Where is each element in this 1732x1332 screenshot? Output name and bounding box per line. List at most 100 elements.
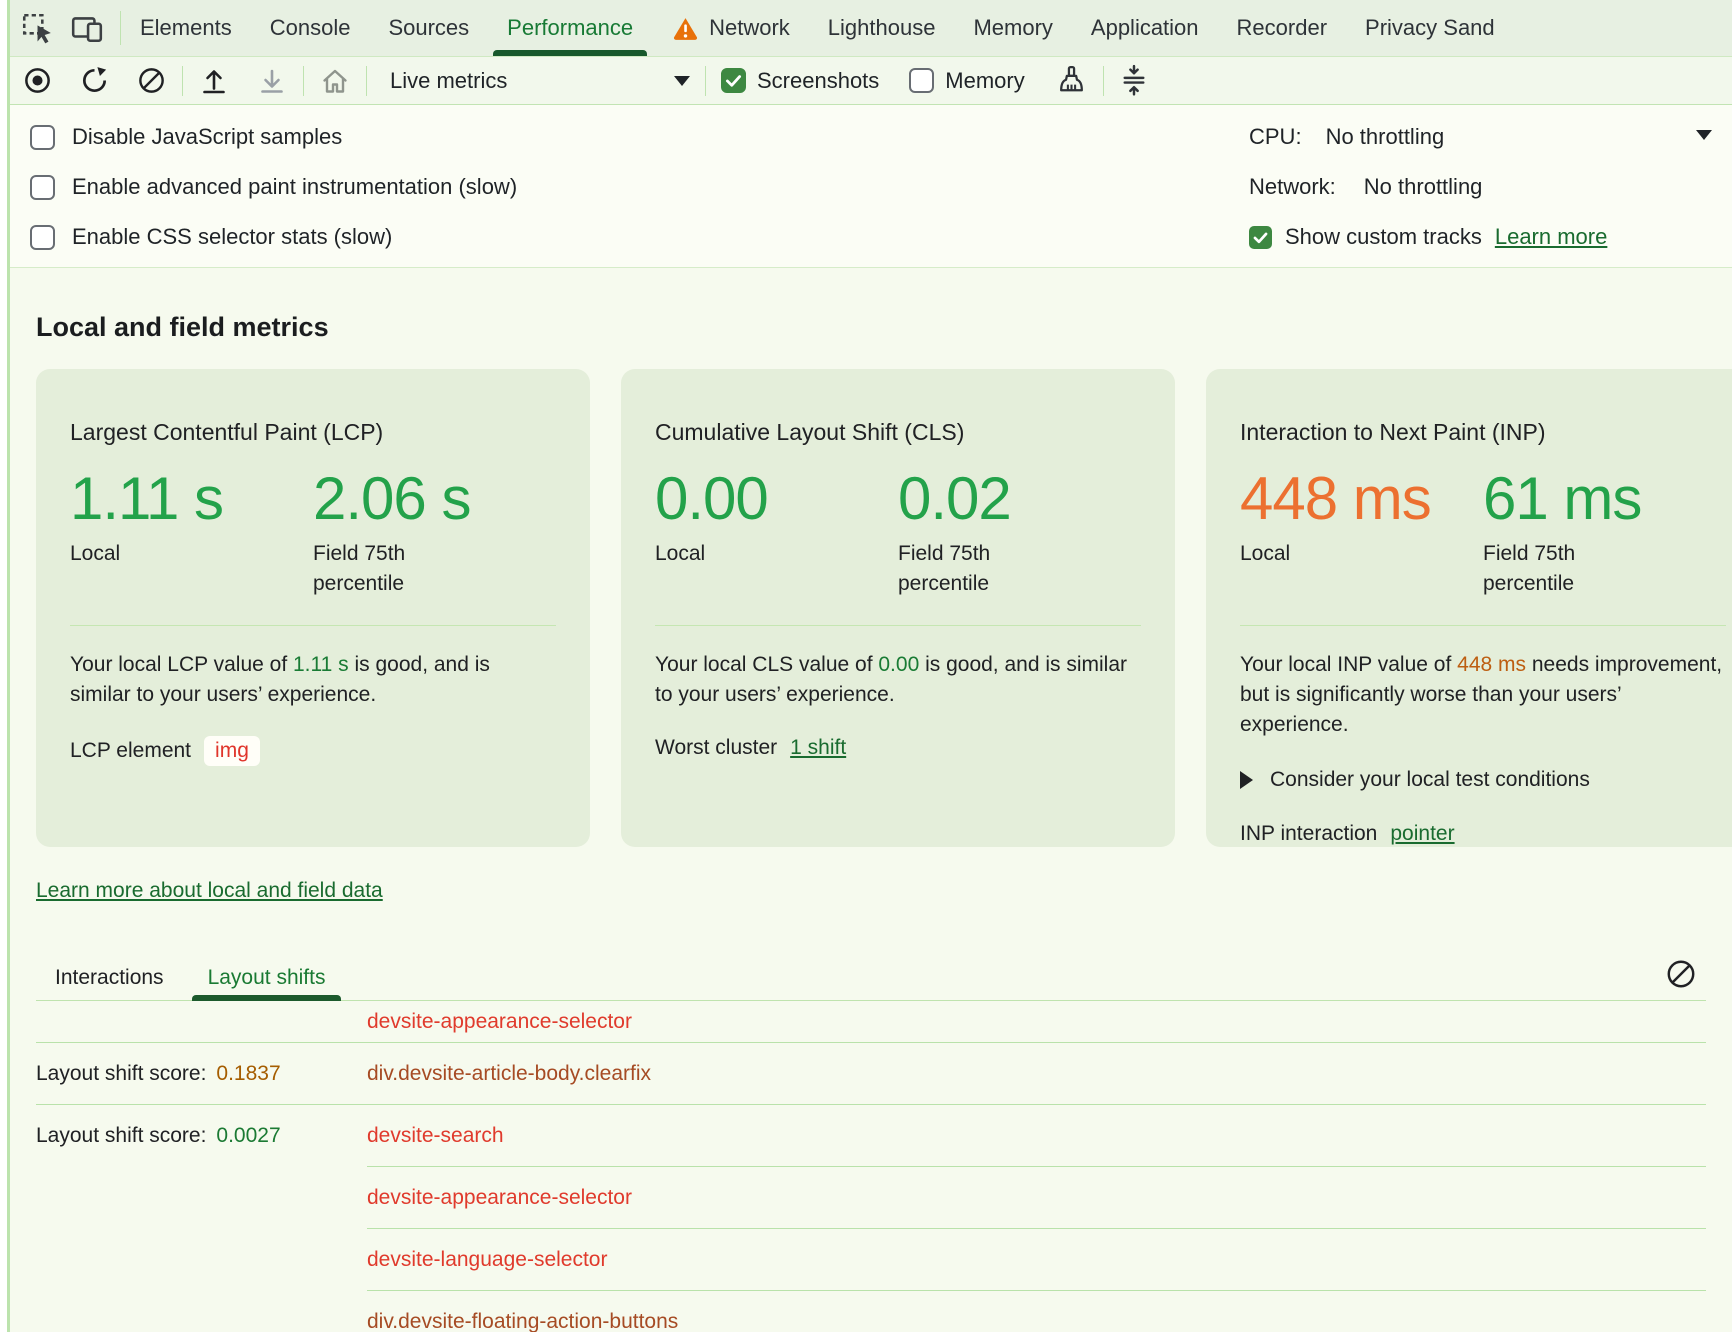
desc-text: Your local INP value of [1240, 653, 1458, 677]
live-metrics-view: Local and field metrics Largest Contentf… [10, 268, 1732, 1332]
inp-card: Interaction to Next Paint (INP) 448 ms L… [1206, 369, 1732, 847]
chevron-down-icon [674, 75, 690, 86]
tab-performance[interactable]: Performance [488, 0, 652, 56]
tab-label: Network [709, 15, 790, 40]
record-icon[interactable] [22, 65, 53, 96]
device-toolbar-icon[interactable] [70, 11, 104, 45]
toolbar-separator [1102, 65, 1104, 96]
clear-log-icon[interactable] [1664, 957, 1698, 991]
inp-local-conditions-label: Consider your local test conditions [1270, 768, 1590, 792]
shift-score-value: 0.0027 [216, 1124, 281, 1147]
cls-local-label: Local [655, 542, 706, 566]
tab-label: Console [269, 15, 351, 40]
shift-element-link[interactable]: devsite-language-selector [367, 1247, 608, 1271]
table-row[interactable]: div.devsite-floating-action-buttons [36, 1291, 1706, 1332]
devtools-tabbar: Elements Console Sources Performance Net… [10, 0, 1732, 57]
custom-tracks-checkbox[interactable] [1249, 225, 1272, 249]
lcp-local-value: 1.11 s [70, 465, 224, 532]
shift-element-link[interactable]: div.devsite-article-body.clearfix [367, 1061, 651, 1085]
clear-icon[interactable] [136, 65, 167, 96]
cls-worst-cluster-link[interactable]: 1 shift [790, 736, 847, 760]
tab-lighthouse[interactable]: Lighthouse [809, 0, 955, 56]
garbage-collect-brush-icon[interactable] [1055, 64, 1088, 97]
tab-label: Memory [973, 15, 1053, 40]
tab-console[interactable]: Console [251, 0, 370, 56]
lcp-inline-value: 1.11 s [292, 653, 349, 677]
inp-inline-value: 448 ms [1457, 653, 1527, 677]
lcp-element-badge[interactable]: img [204, 736, 260, 767]
tab-label: Layout shifts [207, 965, 326, 989]
table-row[interactable]: devsite-appearance-selector [36, 1001, 1706, 1043]
cls-local-value: 0.00 [655, 465, 769, 532]
cls-description: Your local CLS value of 0.00 is good, an… [655, 650, 1141, 710]
record-and-reload-icon[interactable] [79, 65, 110, 96]
warning-icon [671, 14, 700, 43]
screenshots-label: Screenshots [757, 67, 880, 93]
cls-card: Cumulative Layout Shift (CLS) 0.00 Local… [621, 369, 1175, 847]
shift-element-link[interactable]: devsite-appearance-selector [367, 1185, 632, 1209]
page-title: Local and field metrics [36, 312, 329, 342]
tab-label: Performance [507, 15, 634, 40]
home-icon[interactable] [319, 65, 351, 97]
css-selector-stats-row[interactable]: Enable CSS selector stats (slow) [20, 212, 1732, 262]
chevron-down-icon [1696, 130, 1712, 140]
logs-tab-strip: Interactions Layout shifts [36, 955, 1706, 1001]
checkbox-unchecked-icon[interactable] [30, 174, 55, 200]
save-profile-icon[interactable] [256, 65, 288, 97]
custom-tracks-learn-more-link[interactable]: Learn more [1494, 224, 1608, 249]
inp-field-label: Field 75th percentile [1483, 542, 1576, 596]
shift-score-label: Layout shift score: [36, 1124, 207, 1147]
checkbox-checked-icon [721, 68, 746, 93]
card-divider [1240, 625, 1726, 627]
tab-layout-shifts[interactable]: Layout shifts [191, 955, 342, 1001]
load-profile-icon[interactable] [198, 65, 230, 97]
tab-recorder[interactable]: Recorder [1218, 0, 1346, 56]
tab-interactions[interactable]: Interactions [39, 955, 180, 1000]
tab-network[interactable]: Network [652, 0, 809, 56]
performance-settings: Disable JavaScript samples Enable advanc… [10, 105, 1732, 268]
shift-score-value: 0.1837 [216, 1061, 281, 1085]
advanced-paint-label: Enable advanced paint instrumentation (s… [72, 174, 518, 199]
checkbox-unchecked-icon[interactable] [30, 124, 55, 150]
inp-card-title: Interaction to Next Paint (INP) [1240, 419, 1546, 445]
tab-label: Privacy Sand [1365, 15, 1495, 40]
panel-mode-select[interactable]: Live metrics [390, 68, 690, 94]
panel-mode-value: Live metrics [390, 67, 508, 93]
shift-score-label: Layout shift score: [36, 1061, 207, 1085]
table-row[interactable]: devsite-appearance-selector [36, 1167, 1706, 1229]
lcp-element-label: LCP element [70, 739, 192, 763]
performance-toolbar: Live metrics Screenshots Memory [10, 57, 1732, 105]
inp-field-value: 61 ms [1483, 465, 1642, 532]
inp-interaction-link[interactable]: pointer [1390, 822, 1455, 846]
table-row[interactable]: devsite-language-selector [36, 1229, 1706, 1291]
table-row[interactable]: Layout shift score: 0.1837 div.devsite-a… [36, 1043, 1706, 1105]
shift-element-link[interactable]: devsite-appearance-selector [367, 1009, 632, 1033]
table-row[interactable]: Layout shift score: 0.0027 devsite-searc… [36, 1105, 1706, 1167]
advanced-paint-row[interactable]: Enable advanced paint instrumentation (s… [20, 162, 1732, 212]
lcp-description: Your local LCP value of 1.11 s is good, … [70, 650, 556, 710]
inp-local-conditions-expander[interactable]: Consider your local test conditions [1240, 768, 1726, 792]
tab-elements[interactable]: Elements [121, 0, 251, 56]
tab-memory[interactable]: Memory [954, 0, 1071, 56]
shift-element-link[interactable]: div.devsite-floating-action-buttons [367, 1310, 679, 1332]
learn-more-field-data-link[interactable]: Learn more about local and field data [36, 879, 383, 902]
tab-sources[interactable]: Sources [369, 0, 488, 56]
toolbar-separator [705, 65, 706, 96]
tab-label: Elements [140, 15, 232, 40]
toolbar-separator [303, 65, 304, 96]
memory-checkbox[interactable]: Memory [909, 68, 1025, 94]
network-throttling-select[interactable]: Network: No throttling [1249, 162, 1732, 212]
panel-left-border [7, 0, 10, 1332]
tab-privacy-sandbox[interactable]: Privacy Sand [1346, 0, 1514, 56]
inspect-element-icon[interactable] [20, 11, 54, 45]
disable-js-samples-label: Disable JavaScript samples [72, 124, 343, 149]
collapse-sections-icon[interactable] [1119, 64, 1149, 97]
cls-worst-cluster-label: Worst cluster [655, 736, 778, 760]
shift-element-link[interactable]: devsite-search [367, 1123, 504, 1147]
tab-application[interactable]: Application [1072, 0, 1218, 56]
cpu-throttling-select[interactable]: CPU: No throttling [1249, 112, 1732, 162]
screenshots-checkbox[interactable]: Screenshots [721, 68, 879, 94]
disable-js-samples-row[interactable]: Disable JavaScript samples [20, 112, 1732, 162]
checkbox-unchecked-icon[interactable] [30, 224, 55, 250]
